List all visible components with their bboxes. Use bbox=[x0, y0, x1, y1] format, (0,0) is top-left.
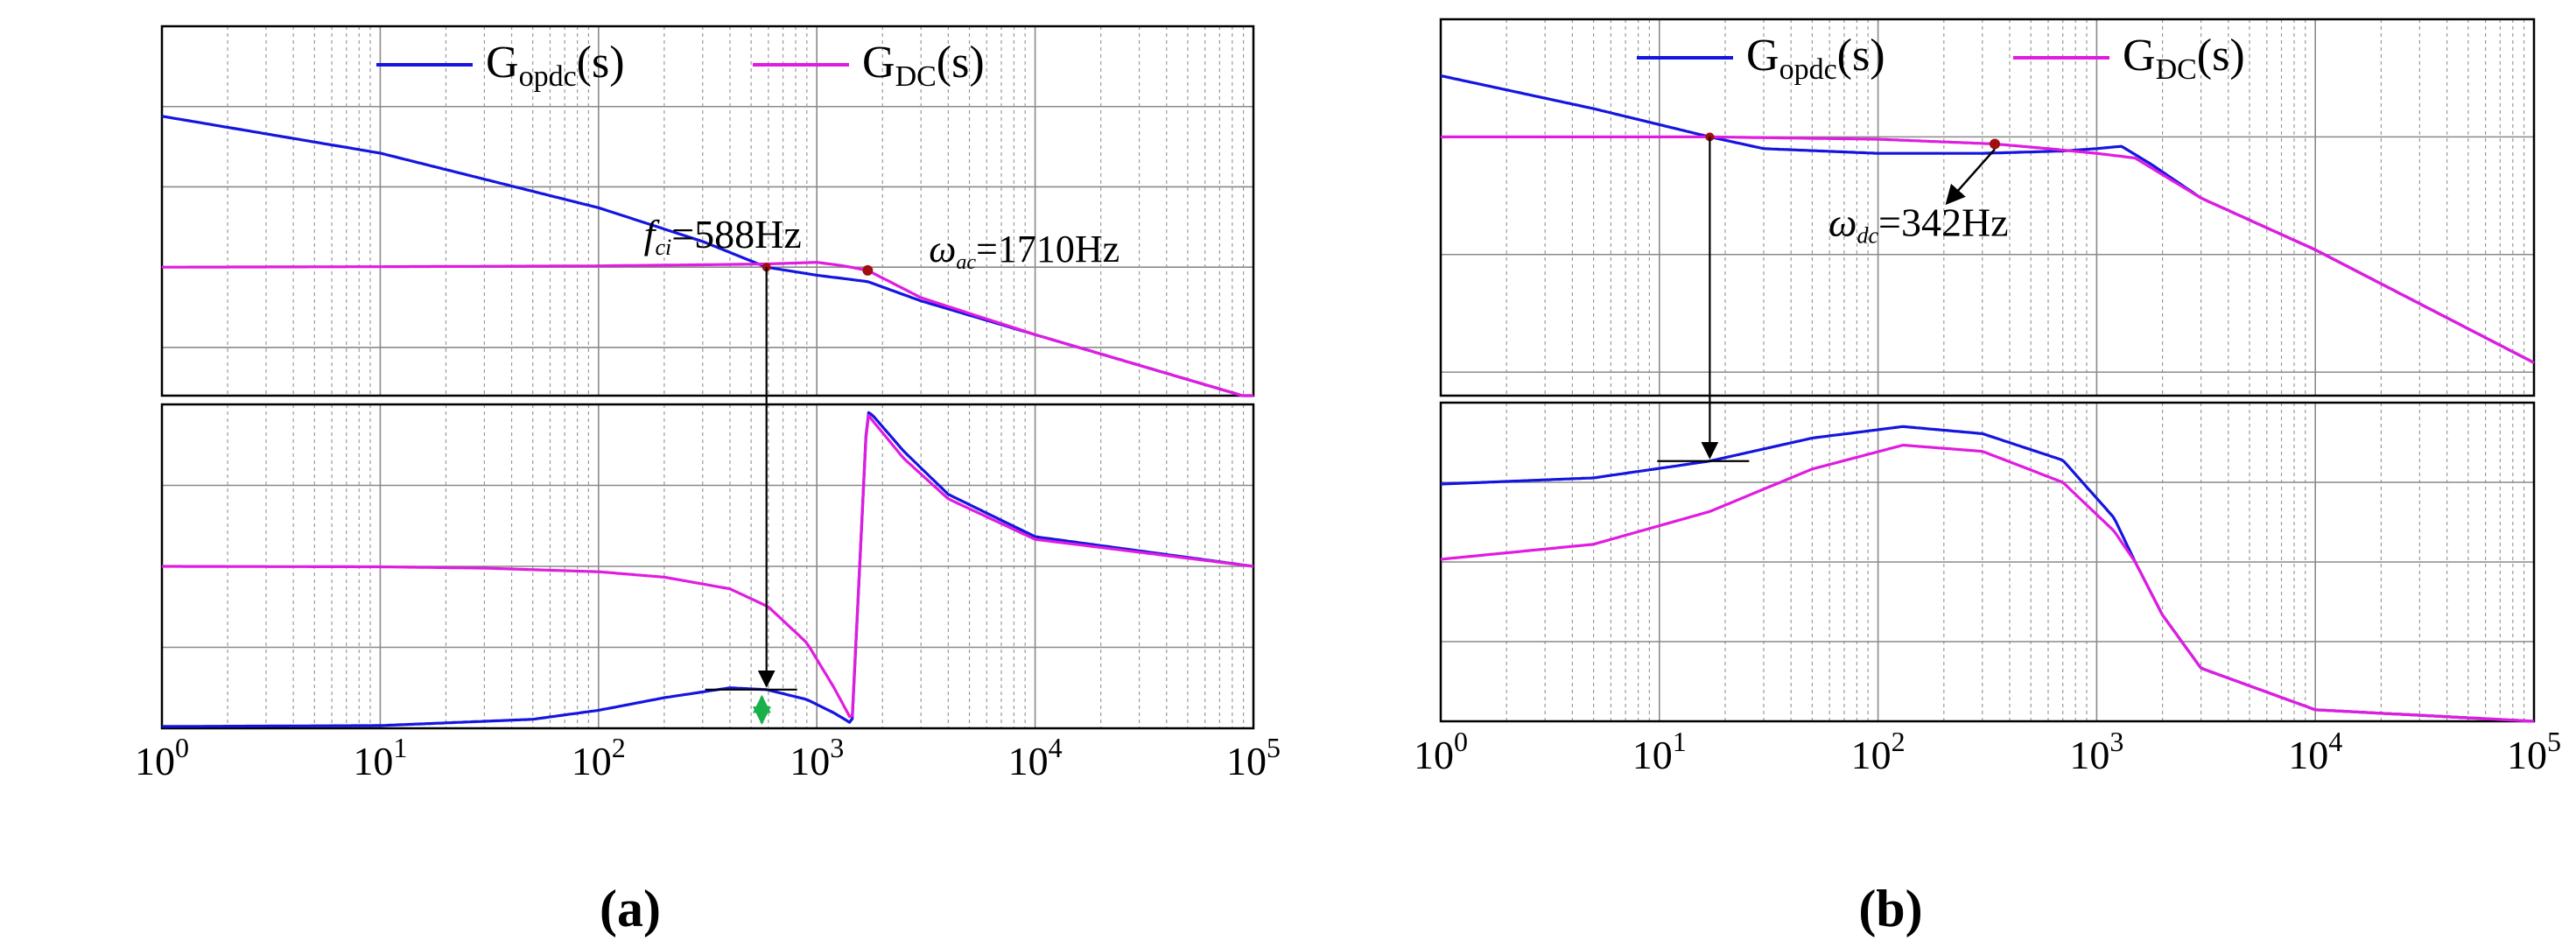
x-tick-label: 102 bbox=[572, 732, 626, 783]
x-tick-label: 100 bbox=[135, 732, 189, 783]
x-tick-label: 102 bbox=[1851, 726, 1906, 777]
legend-entry: GDC(s) bbox=[2123, 31, 2245, 86]
x-tick-label: 104 bbox=[1008, 732, 1063, 783]
x-tick-label: 101 bbox=[353, 732, 407, 783]
x-tick-label: 104 bbox=[2288, 726, 2342, 777]
magnitude-plot bbox=[1439, 18, 2536, 397]
axes-frame bbox=[1439, 401, 2536, 723]
phase-plot bbox=[160, 403, 1255, 730]
phase-series-gopdc bbox=[162, 411, 1254, 728]
axes-frame bbox=[1439, 18, 2536, 397]
phase-series-gopdc bbox=[1440, 425, 2535, 723]
x-tick-label: 100 bbox=[1414, 726, 1468, 777]
panel-b: 100 101 102 103 104 105 Gopdc(s) GDC(s) ωdc=342H… bbox=[1414, 18, 2561, 777]
phase-series-gdc bbox=[162, 414, 1254, 719]
axes-frame bbox=[160, 25, 1255, 397]
omega-ac-annotation: ωac=1710Hz bbox=[929, 228, 1120, 274]
x-tick-label: 105 bbox=[1226, 732, 1281, 783]
phase-plot bbox=[1439, 401, 2536, 723]
legend-entry: GDC(s) bbox=[862, 38, 985, 93]
panel-label-b: (b) bbox=[1858, 880, 1922, 937]
x-tick-label: 105 bbox=[2507, 726, 2561, 777]
panel-label-a: (a) bbox=[600, 880, 661, 937]
crossover-annotation: fci=588Hz bbox=[644, 212, 802, 260]
panel-a: 100 101 102 103 104 105 Gopdc(s) GDC(s) fci=588H… bbox=[135, 25, 1281, 783]
magnitude-series-gdc bbox=[162, 261, 1253, 397]
omega-dc-annotation: ωdc=342Hz bbox=[1828, 200, 2009, 248]
magnitude-series-gdc bbox=[1441, 135, 2535, 364]
omega-ac-marker bbox=[862, 264, 874, 276]
x-tick-label: 101 bbox=[1632, 726, 1687, 777]
omega-dc-marker bbox=[1989, 138, 2000, 150]
x-tick-label: 103 bbox=[2069, 726, 2123, 777]
magnitude-plot bbox=[160, 25, 1255, 397]
legend-entry: Gopdc(s) bbox=[486, 38, 625, 93]
x-tick-label: 103 bbox=[790, 732, 844, 783]
omega-dc-arrow bbox=[1945, 148, 1996, 206]
legend-entry: Gopdc(s) bbox=[1746, 31, 1885, 86]
phase-series-gdc bbox=[1440, 444, 2535, 723]
